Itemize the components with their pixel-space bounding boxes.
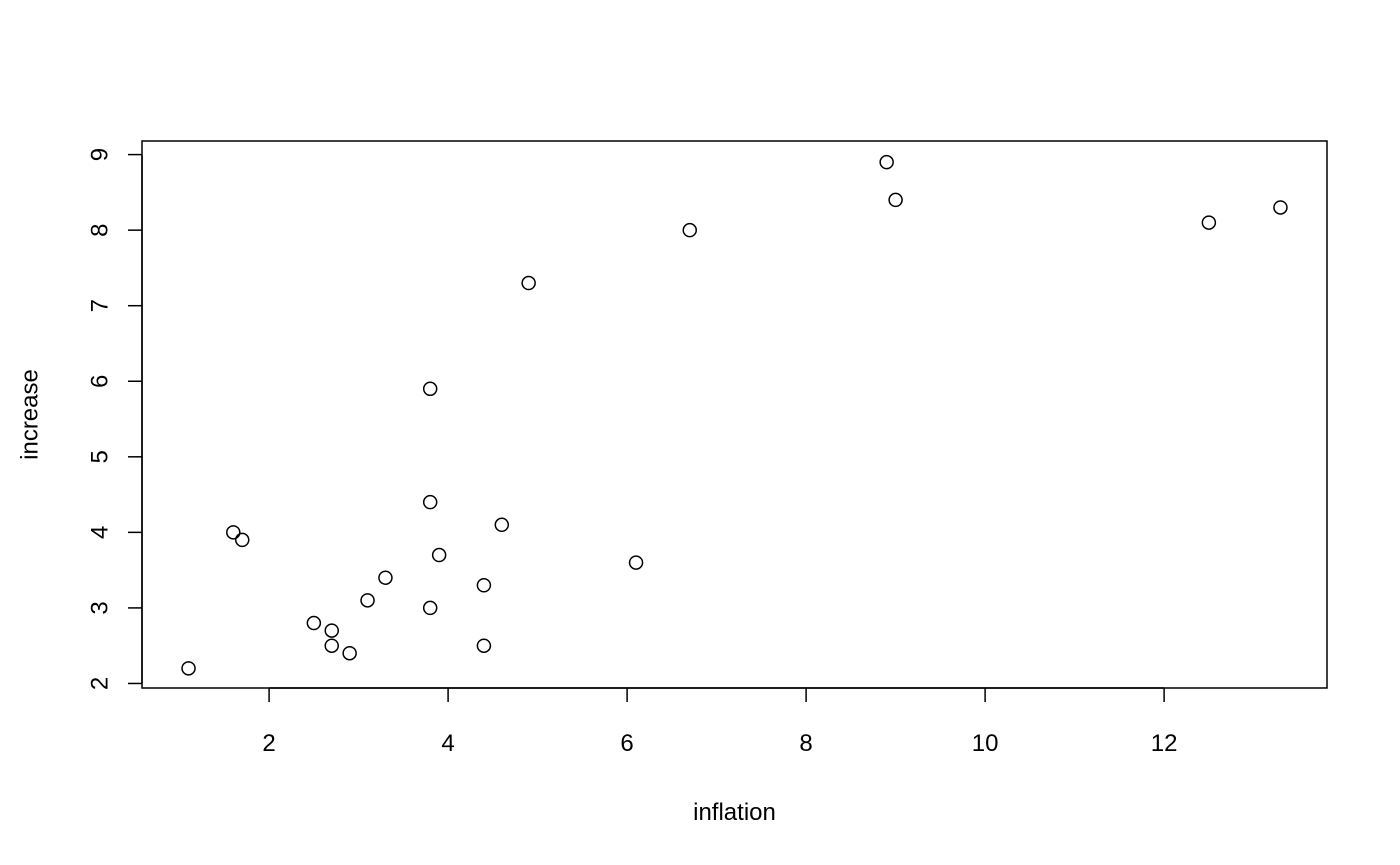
data-point <box>476 577 492 593</box>
data-point <box>431 547 447 563</box>
x-tick-label: 4 <box>441 730 454 757</box>
y-axis: 2 3 4 5 6 7 8 9 <box>87 148 143 690</box>
data-point <box>521 275 536 291</box>
data-point <box>879 154 894 170</box>
data-point <box>1273 200 1288 215</box>
data-point <box>422 381 438 397</box>
data-point <box>476 638 492 653</box>
data-point <box>494 517 510 533</box>
data-point <box>234 532 250 548</box>
x-tick-label: 8 <box>799 730 812 757</box>
data-point <box>422 600 438 616</box>
data-point <box>226 525 241 540</box>
y-tick-label: 8 <box>87 223 114 236</box>
x-tick-label: 6 <box>620 730 633 757</box>
plot-frame <box>141 140 1328 689</box>
x-tick-label: 10 <box>972 730 999 757</box>
data-points <box>181 154 1288 676</box>
data-point <box>342 645 357 661</box>
data-point <box>324 623 339 638</box>
y-tick-label: 4 <box>87 526 114 539</box>
x-tick-label: 2 <box>262 730 275 757</box>
data-point <box>422 494 438 510</box>
data-point <box>888 192 903 208</box>
data-point <box>628 555 644 570</box>
y-axis-title: increase <box>17 369 44 460</box>
data-point <box>378 570 393 585</box>
y-tick-label: 7 <box>87 299 114 312</box>
y-tick-label: 9 <box>87 148 114 161</box>
data-point <box>306 615 322 631</box>
x-axis: 2 4 6 8 10 12 <box>262 687 1178 757</box>
y-tick-label: 3 <box>87 601 114 614</box>
data-point <box>181 661 196 676</box>
y-tick-label: 5 <box>87 450 114 463</box>
y-tick-label: 6 <box>87 375 114 388</box>
data-point <box>682 222 697 238</box>
data-point <box>1201 215 1217 230</box>
data-point <box>360 593 375 608</box>
data-point <box>324 638 339 653</box>
y-tick-label: 2 <box>87 677 114 690</box>
x-tick-label: 12 <box>1151 730 1178 757</box>
x-axis-title: inflation <box>693 799 776 826</box>
